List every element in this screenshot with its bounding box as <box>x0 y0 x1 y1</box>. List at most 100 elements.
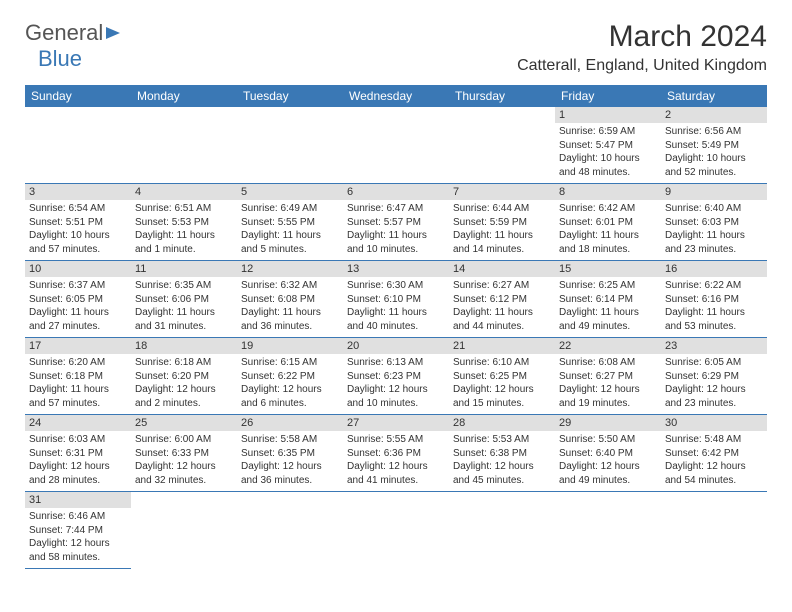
day-number: 23 <box>661 338 767 354</box>
logo-part1: General <box>25 20 103 46</box>
calendar-week-row: 1Sunrise: 6:59 AMSunset: 5:47 PMDaylight… <box>25 107 767 184</box>
calendar-cell: 25Sunrise: 6:00 AMSunset: 6:33 PMDayligh… <box>131 415 237 492</box>
calendar-cell: 21Sunrise: 6:10 AMSunset: 6:25 PMDayligh… <box>449 338 555 415</box>
calendar-week-row: 31Sunrise: 6:46 AMSunset: 7:44 PMDayligh… <box>25 492 767 569</box>
day-number: 14 <box>449 261 555 277</box>
calendar-cell: 3Sunrise: 6:54 AMSunset: 5:51 PMDaylight… <box>25 184 131 261</box>
calendar-cell: 20Sunrise: 6:13 AMSunset: 6:23 PMDayligh… <box>343 338 449 415</box>
calendar-cell: 24Sunrise: 6:03 AMSunset: 6:31 PMDayligh… <box>25 415 131 492</box>
calendar-cell <box>555 492 661 569</box>
day-number: 22 <box>555 338 661 354</box>
day-data: Sunrise: 6:44 AMSunset: 5:59 PMDaylight:… <box>449 200 555 260</box>
day-number: 27 <box>343 415 449 431</box>
weekday-header: Monday <box>131 85 237 107</box>
calendar-cell <box>25 107 131 184</box>
calendar-cell <box>237 107 343 184</box>
day-number: 21 <box>449 338 555 354</box>
header: General March 2024 Catterall, England, U… <box>25 20 767 75</box>
calendar-cell: 12Sunrise: 6:32 AMSunset: 6:08 PMDayligh… <box>237 261 343 338</box>
calendar-cell <box>449 107 555 184</box>
day-data: Sunrise: 6:32 AMSunset: 6:08 PMDaylight:… <box>237 277 343 337</box>
calendar-cell: 2Sunrise: 6:56 AMSunset: 5:49 PMDaylight… <box>661 107 767 184</box>
calendar-cell: 8Sunrise: 6:42 AMSunset: 6:01 PMDaylight… <box>555 184 661 261</box>
calendar-week-row: 17Sunrise: 6:20 AMSunset: 6:18 PMDayligh… <box>25 338 767 415</box>
calendar-cell: 22Sunrise: 6:08 AMSunset: 6:27 PMDayligh… <box>555 338 661 415</box>
calendar-week-row: 10Sunrise: 6:37 AMSunset: 6:05 PMDayligh… <box>25 261 767 338</box>
calendar-cell: 27Sunrise: 5:55 AMSunset: 6:36 PMDayligh… <box>343 415 449 492</box>
day-data: Sunrise: 6:25 AMSunset: 6:14 PMDaylight:… <box>555 277 661 337</box>
calendar-body: 1Sunrise: 6:59 AMSunset: 5:47 PMDaylight… <box>25 107 767 569</box>
day-number: 26 <box>237 415 343 431</box>
calendar-cell: 7Sunrise: 6:44 AMSunset: 5:59 PMDaylight… <box>449 184 555 261</box>
day-data: Sunrise: 6:30 AMSunset: 6:10 PMDaylight:… <box>343 277 449 337</box>
day-number: 2 <box>661 107 767 123</box>
title-block: March 2024 Catterall, England, United Ki… <box>517 20 767 75</box>
calendar-week-row: 3Sunrise: 6:54 AMSunset: 5:51 PMDaylight… <box>25 184 767 261</box>
day-number: 17 <box>25 338 131 354</box>
day-number: 15 <box>555 261 661 277</box>
day-data: Sunrise: 6:18 AMSunset: 6:20 PMDaylight:… <box>131 354 237 414</box>
day-data: Sunrise: 6:10 AMSunset: 6:25 PMDaylight:… <box>449 354 555 414</box>
day-number: 20 <box>343 338 449 354</box>
day-data: Sunrise: 6:08 AMSunset: 6:27 PMDaylight:… <box>555 354 661 414</box>
day-number: 16 <box>661 261 767 277</box>
day-number: 1 <box>555 107 661 123</box>
calendar-cell: 14Sunrise: 6:27 AMSunset: 6:12 PMDayligh… <box>449 261 555 338</box>
logo: General <box>25 20 120 46</box>
calendar-cell <box>661 492 767 569</box>
day-data: Sunrise: 5:53 AMSunset: 6:38 PMDaylight:… <box>449 431 555 491</box>
calendar-cell: 15Sunrise: 6:25 AMSunset: 6:14 PMDayligh… <box>555 261 661 338</box>
location-text: Catterall, England, United Kingdom <box>517 57 767 75</box>
day-number: 9 <box>661 184 767 200</box>
page-title: March 2024 <box>517 20 767 54</box>
day-number: 25 <box>131 415 237 431</box>
weekday-header: Tuesday <box>237 85 343 107</box>
day-data: Sunrise: 6:37 AMSunset: 6:05 PMDaylight:… <box>25 277 131 337</box>
day-data: Sunrise: 6:59 AMSunset: 5:47 PMDaylight:… <box>555 123 661 183</box>
day-number: 30 <box>661 415 767 431</box>
calendar-cell: 28Sunrise: 5:53 AMSunset: 6:38 PMDayligh… <box>449 415 555 492</box>
day-number: 6 <box>343 184 449 200</box>
day-number: 28 <box>449 415 555 431</box>
day-data: Sunrise: 6:00 AMSunset: 6:33 PMDaylight:… <box>131 431 237 491</box>
day-number: 7 <box>449 184 555 200</box>
calendar-table: SundayMondayTuesdayWednesdayThursdayFrid… <box>25 85 767 569</box>
weekday-header: Thursday <box>449 85 555 107</box>
day-data: Sunrise: 6:56 AMSunset: 5:49 PMDaylight:… <box>661 123 767 183</box>
day-number: 4 <box>131 184 237 200</box>
calendar-cell: 11Sunrise: 6:35 AMSunset: 6:06 PMDayligh… <box>131 261 237 338</box>
day-data: Sunrise: 6:22 AMSunset: 6:16 PMDaylight:… <box>661 277 767 337</box>
calendar-cell: 18Sunrise: 6:18 AMSunset: 6:20 PMDayligh… <box>131 338 237 415</box>
day-data: Sunrise: 5:48 AMSunset: 6:42 PMDaylight:… <box>661 431 767 491</box>
day-number: 3 <box>25 184 131 200</box>
calendar-cell: 16Sunrise: 6:22 AMSunset: 6:16 PMDayligh… <box>661 261 767 338</box>
weekday-header: Saturday <box>661 85 767 107</box>
logo-part2: Blue <box>38 46 82 72</box>
day-number: 24 <box>25 415 131 431</box>
calendar-cell: 10Sunrise: 6:37 AMSunset: 6:05 PMDayligh… <box>25 261 131 338</box>
day-data: Sunrise: 6:03 AMSunset: 6:31 PMDaylight:… <box>25 431 131 491</box>
day-data: Sunrise: 6:13 AMSunset: 6:23 PMDaylight:… <box>343 354 449 414</box>
day-data: Sunrise: 6:46 AMSunset: 7:44 PMDaylight:… <box>25 508 131 568</box>
weekday-header: Sunday <box>25 85 131 107</box>
calendar-cell: 29Sunrise: 5:50 AMSunset: 6:40 PMDayligh… <box>555 415 661 492</box>
weekday-header-row: SundayMondayTuesdayWednesdayThursdayFrid… <box>25 85 767 107</box>
weekday-header: Wednesday <box>343 85 449 107</box>
day-data: Sunrise: 6:54 AMSunset: 5:51 PMDaylight:… <box>25 200 131 260</box>
day-data: Sunrise: 6:47 AMSunset: 5:57 PMDaylight:… <box>343 200 449 260</box>
calendar-cell: 1Sunrise: 6:59 AMSunset: 5:47 PMDaylight… <box>555 107 661 184</box>
day-data: Sunrise: 6:51 AMSunset: 5:53 PMDaylight:… <box>131 200 237 260</box>
calendar-cell: 30Sunrise: 5:48 AMSunset: 6:42 PMDayligh… <box>661 415 767 492</box>
flag-icon <box>106 27 120 39</box>
calendar-cell: 5Sunrise: 6:49 AMSunset: 5:55 PMDaylight… <box>237 184 343 261</box>
day-number: 8 <box>555 184 661 200</box>
calendar-cell: 31Sunrise: 6:46 AMSunset: 7:44 PMDayligh… <box>25 492 131 569</box>
day-data: Sunrise: 6:42 AMSunset: 6:01 PMDaylight:… <box>555 200 661 260</box>
day-data: Sunrise: 5:50 AMSunset: 6:40 PMDaylight:… <box>555 431 661 491</box>
calendar-week-row: 24Sunrise: 6:03 AMSunset: 6:31 PMDayligh… <box>25 415 767 492</box>
calendar-cell <box>131 492 237 569</box>
calendar-cell <box>237 492 343 569</box>
calendar-cell: 23Sunrise: 6:05 AMSunset: 6:29 PMDayligh… <box>661 338 767 415</box>
calendar-cell: 13Sunrise: 6:30 AMSunset: 6:10 PMDayligh… <box>343 261 449 338</box>
day-number: 12 <box>237 261 343 277</box>
